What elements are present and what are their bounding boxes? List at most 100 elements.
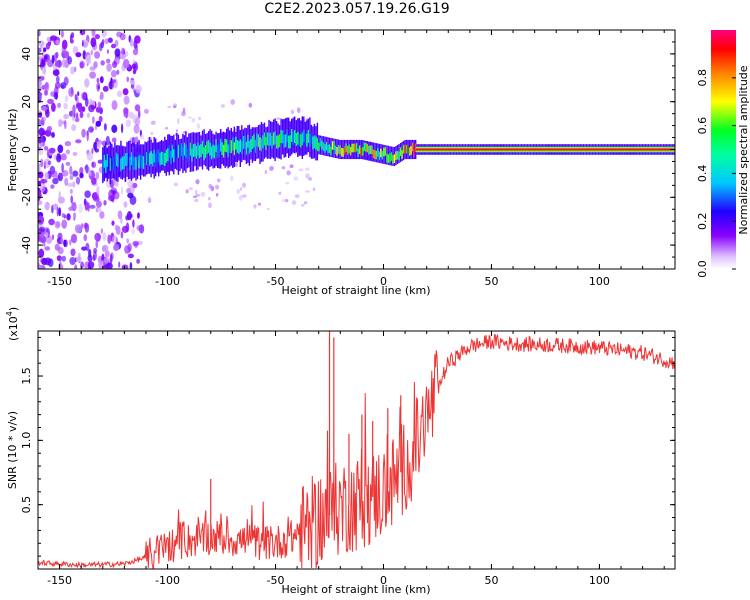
noise-point (76, 102, 83, 108)
noise-point (216, 192, 219, 197)
noise-point (48, 218, 55, 226)
noise-point (100, 60, 105, 66)
noise-point (67, 56, 73, 65)
noise-point (121, 264, 129, 269)
noise-point (90, 37, 97, 48)
noise-point (51, 102, 56, 113)
noise-point (107, 37, 113, 43)
noise-point (104, 250, 110, 258)
noise-point (111, 43, 116, 49)
noise-point (173, 105, 177, 109)
spectrogram-y-tick-label: 20 (20, 95, 33, 109)
noise-point (73, 212, 77, 219)
noise-point (120, 231, 124, 239)
noise-point (124, 50, 129, 57)
noise-point (58, 119, 63, 127)
noise-point (200, 191, 206, 197)
noise-point (44, 202, 50, 211)
noise-point (81, 39, 84, 47)
noise-point (110, 70, 117, 78)
noise-point (183, 130, 188, 134)
noise-point (96, 82, 101, 92)
noise-point (86, 54, 92, 65)
noise-point (269, 165, 274, 171)
noise-point (61, 162, 64, 173)
noise-point (38, 248, 45, 258)
noise-point (105, 135, 110, 146)
noise-point (90, 49, 93, 56)
noise-point (95, 239, 99, 249)
noise-point (75, 52, 82, 58)
noise-point (56, 206, 59, 217)
spectrogram-x-tick-label: -150 (47, 275, 72, 288)
noise-point (185, 189, 189, 194)
snr-y-tick-label: 1.5 (20, 367, 33, 385)
colorbar-tick-label: 0.2 (696, 212, 709, 230)
noise-point (86, 151, 94, 161)
noise-point (57, 172, 64, 182)
noise-point (126, 76, 130, 83)
noise-point (194, 198, 199, 203)
noise-point (136, 225, 141, 231)
noise-point (63, 113, 69, 120)
noise-point (116, 90, 123, 98)
noise-point (101, 253, 105, 260)
noise-point (91, 177, 97, 185)
noise-point (54, 221, 61, 229)
noise-point (127, 192, 134, 199)
noise-point (43, 47, 47, 52)
noise-point (64, 141, 72, 147)
noise-point (55, 39, 61, 45)
noise-point (84, 190, 91, 198)
spectrogram-y-axis-label: Frequency (Hz) (6, 109, 19, 192)
noise-point (45, 42, 51, 50)
noise-point (99, 211, 105, 219)
noise-point (54, 81, 61, 89)
noise-point (95, 207, 99, 213)
noise-point (93, 141, 97, 151)
noise-point (96, 185, 100, 196)
snr-y-axis-label: SNR (10 * v/v) (6, 411, 19, 489)
noise-point (75, 139, 82, 144)
noise-point (81, 92, 87, 101)
noise-point (111, 220, 115, 226)
noise-point (281, 166, 286, 170)
noise-point (131, 228, 136, 235)
noise-point (122, 88, 129, 96)
colorbar-tick-label: 0.4 (696, 165, 709, 183)
noise-point (111, 124, 118, 133)
noise-point (38, 109, 42, 114)
noise-point (92, 254, 96, 262)
noise-point (56, 154, 62, 163)
noise-point (47, 98, 54, 104)
noise-point (182, 107, 186, 114)
noise-point (94, 34, 100, 40)
spectrogram-y-tick-label: -40 (20, 236, 33, 254)
noise-point (103, 200, 107, 206)
noise-point (72, 181, 76, 188)
noise-point (38, 233, 41, 242)
noise-point (134, 104, 141, 112)
noise-point (70, 39, 74, 44)
noise-point (278, 191, 282, 195)
noise-point (99, 91, 104, 100)
noise-point (75, 176, 81, 185)
noise-point (58, 207, 62, 217)
noise-point (106, 49, 109, 54)
noise-point (38, 215, 45, 225)
noise-point (208, 196, 211, 201)
noise-point (93, 61, 98, 69)
noise-point (72, 104, 76, 114)
noise-point (43, 146, 49, 151)
noise-point (64, 177, 69, 186)
noise-point (116, 69, 120, 75)
noise-point (82, 39, 88, 49)
noise-point (132, 48, 139, 56)
noise-point (69, 239, 72, 246)
spectrogram-y-tick-label: -20 (20, 188, 33, 206)
snr-x-tick-label: 50 (484, 574, 498, 587)
noise-point (43, 242, 46, 247)
noise-point (135, 84, 142, 94)
noise-point (69, 165, 73, 176)
noise-point (103, 257, 109, 264)
